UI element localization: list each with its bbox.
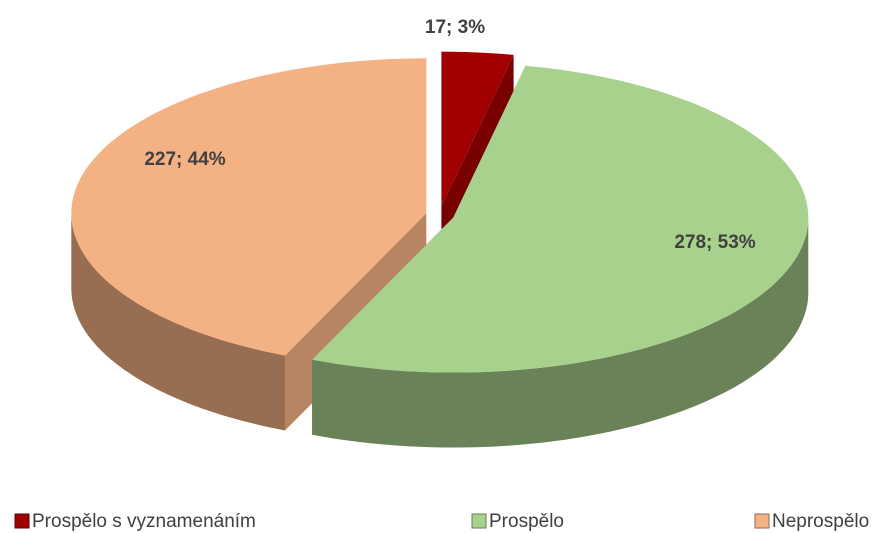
data-label: 227; 44% bbox=[144, 149, 225, 170]
legend-label: Prospělo s vyznamenáním bbox=[32, 511, 256, 532]
legend-label: Neprospělo bbox=[772, 511, 869, 532]
legend-swatch bbox=[754, 513, 770, 529]
data-label: 17; 3% bbox=[425, 17, 485, 38]
legend-swatch bbox=[14, 513, 30, 529]
slice bbox=[441, 51, 514, 207]
legend-label: Prospělo bbox=[489, 511, 564, 532]
legend-swatch bbox=[471, 513, 487, 529]
slice bbox=[312, 65, 809, 373]
slice bbox=[71, 58, 427, 356]
slice-side bbox=[71, 213, 285, 431]
slice-side bbox=[312, 217, 809, 448]
data-label: 278; 53% bbox=[674, 232, 755, 253]
